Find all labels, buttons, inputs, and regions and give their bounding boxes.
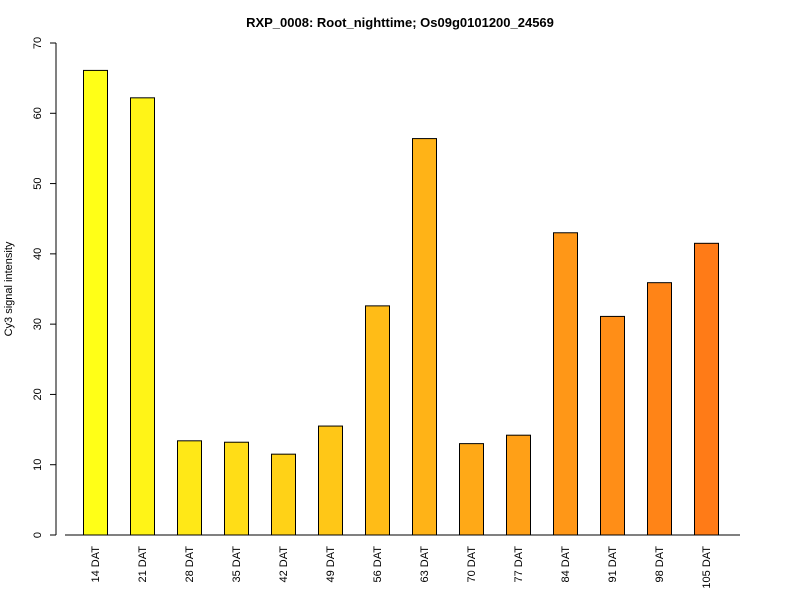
bar-28-dat [177, 440, 202, 536]
x-tick-label: 28 DAT [184, 546, 196, 583]
x-tick-label: 84 DAT [560, 546, 572, 583]
y-tick-label: 20 [32, 388, 44, 400]
bar-56-dat [365, 305, 390, 536]
bar-21-dat [130, 97, 155, 536]
x-tick-label: 105 DAT [701, 546, 713, 589]
bars-layer [83, 69, 719, 536]
x-tick-label: 49 DAT [325, 546, 337, 583]
bar-91-dat [600, 315, 625, 536]
bar-49-dat [318, 425, 343, 536]
bar-63-dat [412, 138, 437, 536]
bar-42-dat [271, 453, 296, 536]
x-tick-label: 21 DAT [137, 546, 149, 583]
chart-title: RXP_0008: Root_nighttime; Os09g0101200_2… [246, 15, 554, 30]
y-tick-label: 40 [32, 248, 44, 260]
x-tick-label: 14 DAT [90, 546, 102, 583]
x-axis: 14 DAT 21 DAT 28 DAT 35 DAT 42 DAT 49 DAT 56 D… [65, 534, 740, 589]
x-tick-label: 42 DAT [278, 546, 290, 583]
y-tick-label: 70 [32, 37, 44, 49]
y-tick-label: 50 [32, 177, 44, 189]
x-tick-label: 91 DAT [607, 546, 619, 583]
bar-84-dat [553, 232, 578, 536]
x-tick-label: 63 DAT [419, 546, 431, 583]
y-tick-label: 30 [32, 318, 44, 330]
bar-35-dat [224, 441, 249, 536]
x-tick-label: 35 DAT [231, 546, 243, 583]
x-tick-label: 98 DAT [654, 546, 666, 583]
x-tick-label: 56 DAT [372, 546, 384, 583]
y-tick-label: 60 [32, 107, 44, 119]
y-axis-label: Cy3 signal intensity [3, 241, 15, 336]
bar-77-dat [506, 434, 531, 536]
bar-105-dat [694, 242, 719, 536]
x-tick-label: 77 DAT [513, 546, 525, 583]
y-axis: 0 10 20 30 40 50 60 70 [32, 37, 57, 538]
y-tick-label: 10 [32, 459, 44, 471]
y-tick-label: 0 [32, 532, 44, 538]
bar-14-dat [83, 69, 108, 536]
x-tick-label: 70 DAT [466, 546, 478, 583]
bar-70-dat [459, 443, 484, 536]
bar-98-dat [647, 282, 672, 536]
